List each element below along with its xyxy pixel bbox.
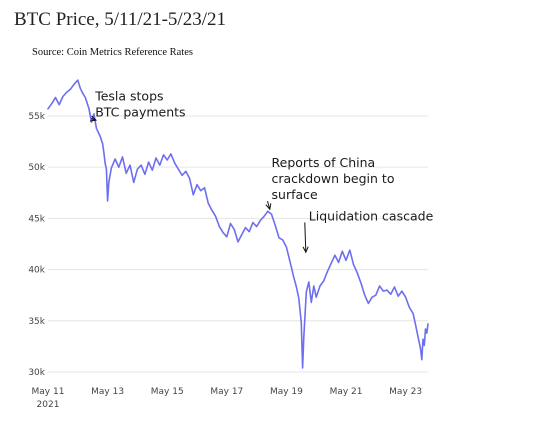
annotation-arrowhead <box>302 246 309 254</box>
x-tick-label: May 23 <box>389 387 422 397</box>
chart-title: BTC Price, 5/11/21-5/23/21 <box>14 9 226 30</box>
y-axis: 30k 35k 40k 45k 50k 55k <box>28 112 45 378</box>
annotation-label: Reports of China crackdown begin to surfac… <box>272 155 395 202</box>
x-tick-label: May 17 <box>210 387 243 397</box>
annotations: Tesla stops BTC payments Reports of China c… <box>89 89 434 254</box>
y-tick-label: 40k <box>28 266 45 276</box>
annotation-label: Tesla stops BTC payments <box>94 89 185 120</box>
chart-source: Source: Coin Metrics Reference Rates <box>32 47 193 58</box>
y-tick-label: 30k <box>28 368 45 378</box>
x-tick-label: May 11 <box>32 387 65 397</box>
annotation-label: Liquidation cascade <box>309 208 434 223</box>
x-tick-sublabel: 2021 <box>37 400 60 410</box>
x-tick-label: May 15 <box>151 387 184 397</box>
x-tick-label: May 21 <box>330 387 363 397</box>
x-tick-label: May 19 <box>270 387 303 397</box>
y-tick-label: 45k <box>28 214 45 224</box>
x-tick-label: May 13 <box>91 387 124 397</box>
price-line <box>47 79 429 369</box>
annotation-arrow <box>267 201 271 210</box>
y-tick-label: 50k <box>28 163 45 173</box>
annotation-arrow <box>304 222 307 253</box>
y-tick-label: 55k <box>28 112 45 122</box>
annotation-arrowhead <box>265 203 272 211</box>
x-axis: May 11 2021 May 13 May 15 May 17 May 19 May 21… <box>32 387 423 410</box>
annotation-arrowhead <box>89 115 98 122</box>
y-tick-label: 35k <box>28 317 45 327</box>
